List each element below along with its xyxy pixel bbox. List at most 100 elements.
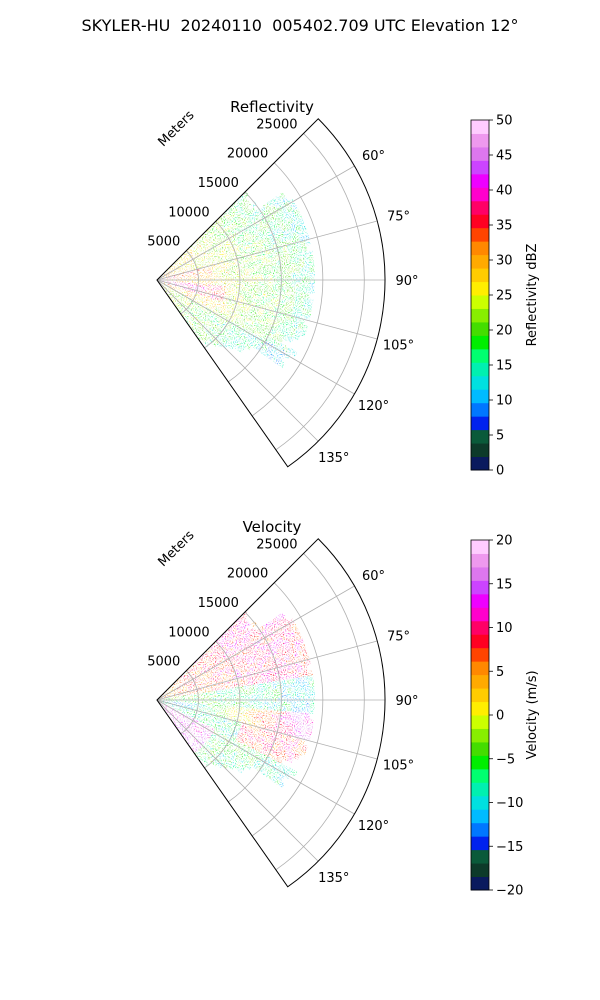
- radar-gate: [217, 243, 224, 249]
- radar-gate: [295, 287, 301, 293]
- radar-gate: [223, 335, 230, 342]
- radar-gate: [208, 737, 215, 743]
- radar-gate: [244, 268, 250, 273]
- radar-gate: [295, 312, 302, 319]
- radar-gate: [217, 740, 224, 746]
- radar-gate: [213, 309, 220, 314]
- radar-gate: [219, 727, 226, 732]
- radar-gate: [187, 266, 193, 270]
- radar-gate: [203, 755, 209, 762]
- radar-gate: [225, 726, 231, 732]
- radar-gate: [161, 695, 166, 699]
- radar-gate: [248, 688, 255, 693]
- radar-gate: [211, 252, 218, 257]
- radar-gate: [304, 314, 311, 322]
- radar-gate: [191, 713, 197, 717]
- radar-gate: [191, 321, 197, 328]
- radar-gate: [268, 693, 274, 699]
- colorbar-swatch: [471, 540, 489, 554]
- radar-gate: [189, 696, 195, 699]
- radar-gate: [191, 301, 198, 306]
- radar-gate: [258, 274, 264, 279]
- radar-gate: [216, 723, 223, 728]
- radar-gate: [201, 684, 207, 689]
- radar-gate: [209, 716, 215, 720]
- radar-gate: [198, 280, 204, 283]
- radar-gate: [285, 291, 292, 297]
- radar-gate: [205, 681, 211, 686]
- radar-gate: [210, 659, 216, 665]
- radar-gate: [228, 763, 235, 770]
- radar-gate: [299, 223, 307, 231]
- radar-gate: [184, 679, 190, 684]
- colorbar-swatch: [471, 688, 489, 703]
- radar-gate: [189, 243, 195, 249]
- radar-gate: [278, 303, 285, 310]
- colorbar-tick-label: −5: [496, 752, 515, 767]
- radar-gate: [183, 311, 188, 317]
- radar-gate: [213, 256, 219, 261]
- radar-gate: [301, 648, 309, 656]
- radar-gate: [294, 236, 301, 244]
- radar-gate: [240, 704, 246, 708]
- radar-gate: [219, 738, 225, 744]
- radar-gate: [195, 672, 202, 677]
- radial-axis-label: Meters: [156, 528, 198, 570]
- radar-gate: [246, 746, 253, 753]
- radar-gate: [209, 743, 215, 749]
- radar-gate: [176, 718, 182, 724]
- radar-gate: [191, 328, 197, 334]
- radar-gate: [286, 272, 292, 278]
- radar-gate: [200, 739, 207, 745]
- radar-gate: [213, 676, 219, 681]
- radar-gate: [170, 281, 176, 283]
- radar-gate: [167, 688, 173, 692]
- radar-gate: [226, 696, 232, 699]
- radar-gate: [207, 244, 214, 250]
- radar-gate: [167, 709, 172, 713]
- radar-gate: [194, 661, 200, 667]
- radar-gate: [239, 655, 246, 661]
- radar-gate: [248, 684, 254, 689]
- radar-gate: [165, 710, 169, 716]
- radar-gate: [225, 669, 231, 674]
- radar-gate: [209, 668, 216, 673]
- radar-gate: [204, 296, 210, 301]
- azimuth-tick-label: 105°: [383, 759, 414, 774]
- radar-gate: [291, 662, 298, 669]
- radar-gate: [184, 310, 189, 316]
- radar-gate: [175, 696, 181, 698]
- radar-gate: [172, 267, 178, 271]
- radar-gate: [165, 694, 171, 697]
- radar-gate: [166, 280, 172, 282]
- radar-gate: [224, 246, 230, 252]
- radar-gate: [198, 282, 204, 285]
- radar-gate: [309, 282, 315, 289]
- radar-gate: [277, 666, 284, 673]
- radar-gate: [205, 334, 211, 340]
- radar-gate: [248, 264, 254, 269]
- radar-gate: [235, 737, 242, 743]
- radar-gate: [182, 299, 187, 304]
- radar-gate: [217, 254, 224, 259]
- radar-gate: [209, 296, 215, 300]
- radar-gate: [202, 737, 208, 743]
- radar-gate: [170, 291, 176, 296]
- radar-gate: [160, 274, 165, 278]
- radar-gate: [238, 295, 244, 301]
- radar-gate: [189, 281, 195, 284]
- radar-gate: [189, 278, 195, 280]
- radar-gate: [193, 240, 199, 246]
- radar-gate: [226, 273, 232, 277]
- radar-gate: [276, 326, 283, 333]
- radar-gate: [265, 737, 272, 744]
- radar-gate: [205, 654, 212, 660]
- radar-gate: [207, 273, 213, 276]
- radar-gate: [308, 255, 314, 262]
- radar-gate: [165, 290, 169, 296]
- radar-gate: [251, 256, 258, 262]
- radar-gate: [214, 650, 221, 656]
- radar-gate: [173, 688, 179, 692]
- radar-gate: [225, 268, 231, 272]
- radar-gate: [233, 654, 240, 661]
